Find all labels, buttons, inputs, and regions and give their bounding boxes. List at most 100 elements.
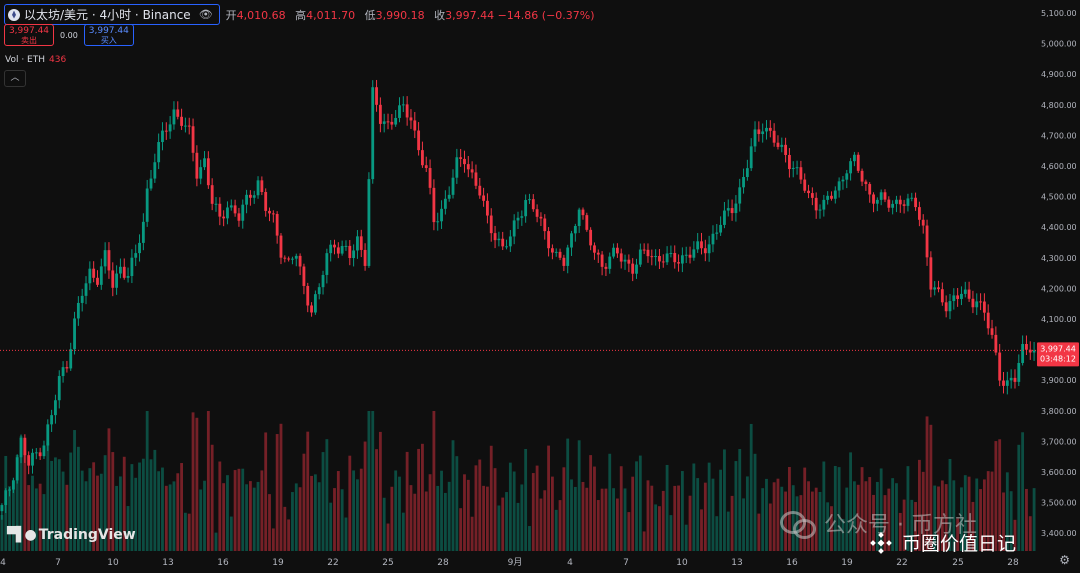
volume-bar [906, 466, 910, 551]
volume-bar [1025, 488, 1028, 551]
candle-body [550, 248, 554, 253]
candle-body [172, 109, 176, 125]
buy-price: 3,997.44 [88, 26, 129, 36]
volume-bar [203, 480, 206, 551]
chevron-up-icon[interactable]: ︿ [4, 70, 26, 87]
x-tick-label: 19 [272, 558, 284, 568]
volume-bar [734, 461, 738, 551]
candle-body [761, 131, 765, 135]
ohlc-low-label: 低 [364, 8, 376, 22]
sell-price: 3,997.44 [8, 26, 50, 36]
candle-body [298, 255, 302, 267]
candle-body [986, 312, 990, 329]
candle-body [214, 203, 218, 205]
volume-bar [11, 480, 15, 551]
buy-button[interactable]: 3,997.44 买入 [83, 24, 134, 46]
volume-bar [229, 516, 233, 551]
volume-bar [914, 502, 917, 551]
x-tick-label: 9月 [508, 557, 523, 568]
candle-body [788, 154, 791, 170]
settings-gear-icon[interactable]: ⚙ [1059, 553, 1070, 567]
x-tick-label: 13 [731, 558, 742, 568]
candle-body [80, 295, 84, 303]
candle-body [478, 185, 482, 196]
volume-bar [237, 468, 241, 551]
volume-bar [516, 502, 520, 551]
ohlc-high-label: 高 [295, 8, 307, 22]
candle-body [241, 204, 245, 221]
candle-body [917, 207, 921, 220]
volume-bar [547, 445, 550, 551]
volume-bar [528, 526, 531, 551]
candle-body [749, 146, 753, 169]
volume-bar [807, 481, 810, 551]
volume-bar [187, 513, 191, 551]
candle-body [122, 266, 126, 278]
sell-button[interactable]: 3,997.44 卖出 [4, 24, 54, 46]
candle-body [141, 221, 145, 243]
volume-bar [623, 488, 627, 551]
binance-watermark: 币圈价值日记 [870, 529, 1016, 556]
volume-bar [195, 417, 199, 551]
candle-body [229, 205, 233, 208]
volume-bar [241, 468, 245, 551]
symbol-selector[interactable]: 以太坊/美元 · 4小时 · Binance 👁 [4, 4, 220, 25]
volume-bar [409, 485, 413, 551]
volume-bar [226, 475, 229, 551]
candle-body [432, 187, 436, 223]
wechat-icon [780, 509, 816, 539]
candle-body [807, 190, 810, 194]
candle-body [317, 287, 321, 295]
candle-body [256, 180, 260, 196]
candle-body [226, 207, 229, 219]
volume-bar [287, 519, 291, 551]
volume-bar [417, 448, 421, 551]
candle-body [776, 142, 780, 147]
volume-bar [398, 476, 401, 551]
tradingview-logo[interactable]: ▀▌● TradingView [7, 527, 136, 543]
volume-bar [405, 451, 409, 551]
volume-bar [470, 516, 474, 551]
volume-bar [677, 485, 680, 551]
volume-bar [696, 478, 700, 551]
candle-body [321, 274, 325, 288]
ohlc-open-label: 开 [225, 8, 237, 22]
y-tick-label: 4,500.00 [1041, 193, 1077, 202]
volume-bar [317, 482, 321, 551]
candle-body [543, 218, 547, 232]
volume-bar [864, 481, 868, 551]
candle-body [646, 249, 650, 257]
volume-bar [352, 470, 356, 551]
volume-bar [910, 499, 914, 551]
candle-body [784, 144, 788, 155]
volume-bar [486, 486, 489, 551]
volume-bar [275, 434, 279, 551]
candle-body [795, 167, 799, 169]
candle-body [608, 256, 612, 269]
buy-label: 买入 [100, 36, 117, 45]
candle-body [577, 209, 581, 226]
y-tick-label: 3,400.00 [1041, 529, 1077, 538]
candle-body [348, 245, 352, 259]
candle-body [1021, 343, 1025, 363]
candle-body [1005, 380, 1009, 386]
candle-body [401, 104, 405, 106]
volume-bar [390, 486, 394, 551]
candle-body [799, 167, 803, 180]
candle-body [994, 334, 998, 353]
ohlc-values: 开4,010.68 高4,011.70 低3,990.18 收3,997.44 … [226, 7, 601, 23]
volume-bar [474, 465, 478, 551]
volume-bar [46, 442, 50, 551]
volume-value: 436 [49, 55, 67, 65]
candle-body [910, 197, 914, 199]
volume-bar [245, 484, 248, 551]
volume-bar [585, 487, 589, 551]
candle-body [772, 130, 776, 143]
eye-icon[interactable]: 👁 [198, 8, 213, 21]
x-tick-label: 13 [162, 558, 173, 568]
volume-bar [130, 464, 134, 551]
volume-bar [638, 455, 642, 551]
candle-body [512, 220, 516, 237]
